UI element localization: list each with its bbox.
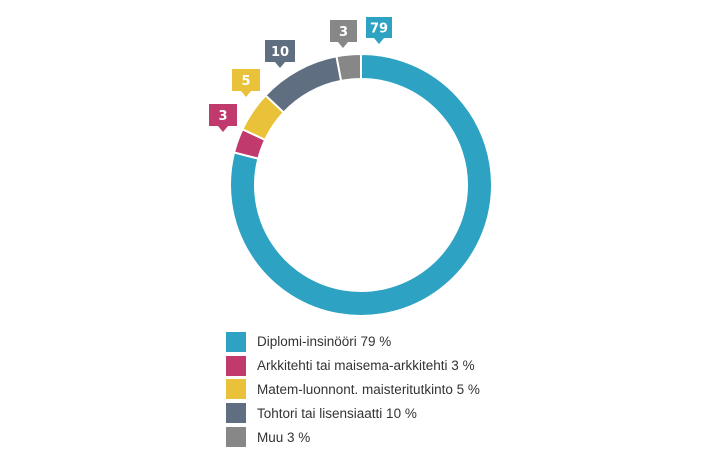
legend-swatch	[226, 379, 246, 400]
data-label-arkkitehti: 3	[209, 104, 237, 132]
legend-item-arkkitehti: Arkkitehti tai maisema-arkkitehti 3 %	[226, 354, 586, 378]
donut-slice-muu	[335, 52, 362, 83]
legend-item-muu: Muu 3 %	[226, 425, 586, 449]
donut-chart: 79 3 5 10 3	[209, 17, 493, 317]
legend-swatch	[226, 355, 246, 376]
donut-slice-tohtori	[264, 55, 343, 114]
legend-swatch	[226, 403, 246, 424]
legend-label: Diplomi-insinööri 79 %	[257, 334, 392, 350]
data-label-text: 10	[271, 45, 289, 60]
legend-swatch	[226, 331, 246, 352]
data-label-matem-luonnont: 5	[232, 69, 260, 97]
legend-label: Tohtori tai lisensiaatti 10 %	[257, 405, 417, 421]
donut-slice-diplomi-insinoori	[229, 52, 493, 317]
legend-label: Muu 3 %	[257, 429, 311, 445]
data-label-tag	[209, 104, 237, 132]
data-label-text: 3	[218, 109, 227, 124]
data-label-tag	[330, 20, 357, 48]
data-label-text: 3	[339, 25, 348, 40]
data-label-tag	[366, 17, 392, 44]
data-label-tag	[265, 40, 295, 68]
legend-label: Arkkitehti tai maisema-arkkitehti 3 %	[257, 358, 475, 374]
legend-item-matem-luonnont: Matem-luonnont. maisteritutkinto 5 %	[226, 378, 586, 402]
data-label-text: 79	[370, 22, 388, 37]
data-label-text: 5	[241, 74, 250, 89]
legend-item-tohtori: Tohtori tai lisensiaatti 10 %	[226, 401, 586, 425]
legend-label: Matem-luonnont. maisteritutkinto 5 %	[257, 381, 480, 397]
legend-item-diplomi-insinoori: Diplomi-insinööri 79 %	[226, 330, 586, 354]
data-label-muu: 3	[330, 20, 357, 48]
data-label-tag	[232, 69, 260, 97]
legend-swatch	[226, 427, 246, 448]
chart-legend: Diplomi-insinööri 79 % Arkkitehti tai ma…	[226, 330, 586, 449]
data-label-diplomi-insinoori: 79	[366, 17, 392, 44]
data-label-tohtori: 10	[265, 40, 295, 68]
